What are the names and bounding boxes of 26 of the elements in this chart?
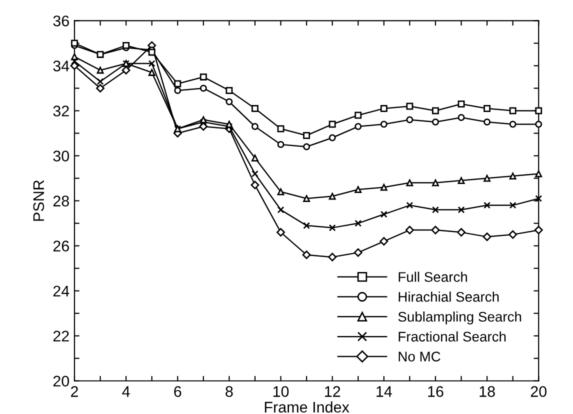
x-tick-label: 18	[480, 386, 495, 397]
x-tick-label: 6	[174, 386, 182, 397]
y-tick-label: 32	[53, 106, 69, 116]
x-tick-label: 2	[71, 386, 78, 397]
y-tick-label: 28	[53, 196, 69, 206]
legend-label: No MC	[398, 352, 440, 362]
x-axis-title: Frame Index	[264, 401, 350, 413]
y-tick-label: 20	[53, 376, 70, 387]
y-tick-label: 34	[53, 60, 70, 72]
y-axis-title: PSNR	[33, 180, 44, 221]
x-tick-label: 20	[530, 386, 547, 397]
x-tick-label: 4	[122, 386, 130, 397]
x-tick-label: 10	[273, 386, 289, 397]
x-tick-label: 8	[226, 386, 233, 397]
legend-label: Fractional Search	[398, 331, 506, 342]
y-tick-label: 24	[53, 286, 70, 296]
x-tick-label: 14	[376, 386, 392, 397]
y-tick-label: 30	[53, 150, 70, 162]
x-tick-label: 16	[428, 386, 444, 397]
y-tick-label: 36	[53, 16, 69, 26]
y-tick-label: 22	[53, 330, 69, 342]
legend-label: Full Search	[398, 272, 467, 282]
x-tick-label: 12	[325, 386, 340, 397]
legend-label: Sublampling Search	[398, 311, 522, 324]
y-tick-label: 26	[53, 240, 69, 252]
legend-label: Hirachial Search	[398, 292, 499, 302]
